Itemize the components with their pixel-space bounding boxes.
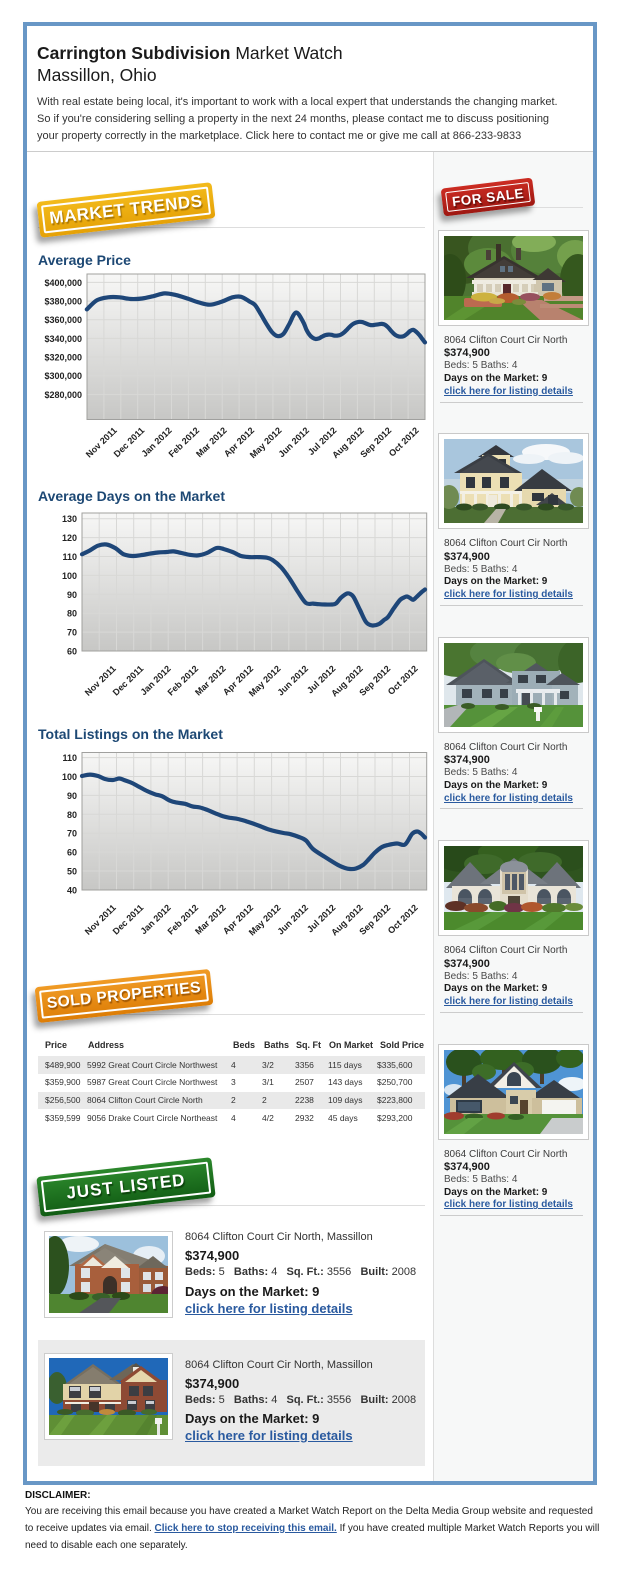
svg-text:100: 100 <box>62 571 77 581</box>
svg-text:90: 90 <box>67 590 77 600</box>
svg-text:Jun 2012: Jun 2012 <box>275 664 310 698</box>
svg-text:80: 80 <box>67 810 77 820</box>
svg-text:60: 60 <box>67 848 77 858</box>
svg-text:$320,000: $320,000 <box>44 353 82 363</box>
svg-text:110: 110 <box>62 753 77 763</box>
svg-text:$360,000: $360,000 <box>44 315 82 325</box>
svg-text:$280,000: $280,000 <box>44 390 82 400</box>
svg-text:130: 130 <box>62 514 77 524</box>
svg-text:$380,000: $380,000 <box>44 297 82 307</box>
svg-text:90: 90 <box>67 791 77 801</box>
svg-text:Oct 2012: Oct 2012 <box>386 903 420 936</box>
svg-text:40: 40 <box>67 886 77 896</box>
svg-text:Oct 2012: Oct 2012 <box>387 425 421 458</box>
svg-text:$400,000: $400,000 <box>44 278 82 288</box>
svg-text:80: 80 <box>67 609 77 619</box>
svg-text:60: 60 <box>67 647 77 657</box>
svg-text:Jun 2012: Jun 2012 <box>275 903 310 937</box>
svg-text:50: 50 <box>67 867 77 877</box>
svg-text:$300,000: $300,000 <box>44 371 82 381</box>
svg-text:100: 100 <box>62 772 77 782</box>
svg-text:$340,000: $340,000 <box>44 334 82 344</box>
svg-text:70: 70 <box>67 829 77 839</box>
svg-text:120: 120 <box>62 533 77 543</box>
svg-text:110: 110 <box>62 552 77 562</box>
svg-text:Jun 2012: Jun 2012 <box>276 425 311 459</box>
svg-text:70: 70 <box>67 628 77 638</box>
svg-text:Oct 2012: Oct 2012 <box>386 664 420 697</box>
